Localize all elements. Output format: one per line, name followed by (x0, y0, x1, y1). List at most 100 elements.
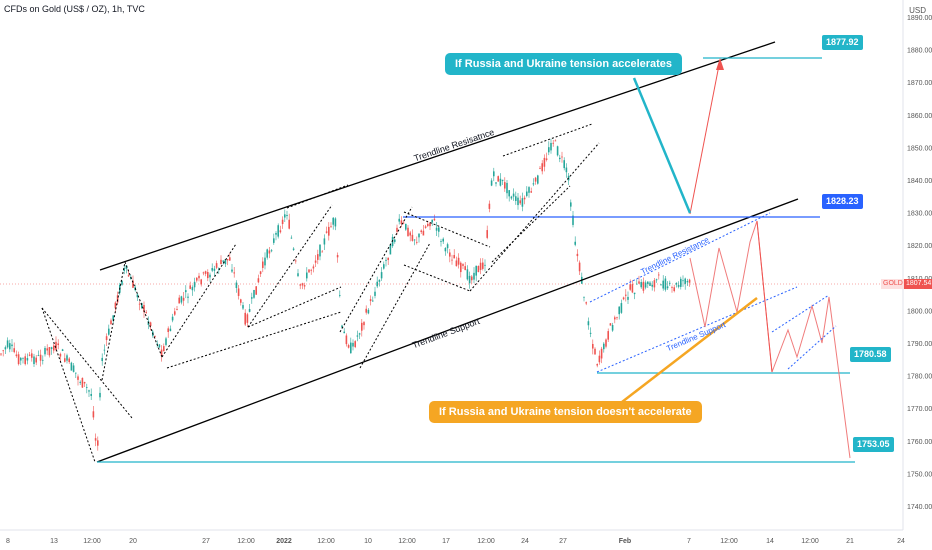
time-axis-label: 2022 (276, 538, 292, 545)
candle-body (61, 349, 64, 351)
candle-body (81, 377, 84, 388)
candle-body (35, 357, 37, 363)
label-trendline-support-main: Trendline Support (411, 316, 482, 351)
candle-body (501, 179, 504, 181)
candle-body (125, 265, 128, 269)
candle-body (493, 171, 495, 177)
candle-body (350, 342, 352, 354)
candle-body (550, 142, 552, 151)
candle-body (48, 347, 51, 356)
callout-pointer-cyan (632, 77, 692, 214)
candle-body (226, 259, 229, 261)
candle-body (682, 280, 684, 282)
candle-body (616, 317, 618, 319)
candle-body (163, 346, 165, 352)
candle-body (451, 259, 453, 261)
candle-body (675, 282, 678, 285)
candle-body (39, 354, 42, 361)
candle-body (482, 262, 484, 269)
candle-body (457, 257, 460, 265)
candle-body (253, 289, 255, 298)
candle-body (330, 226, 332, 228)
time-axis[interactable]: 8 13 12:00 20 27 12:00 2022 12:00 10 12:00 17 12:00… (6, 538, 905, 545)
candle-body (369, 299, 372, 302)
candle-body (662, 280, 664, 289)
candle-body (251, 297, 253, 299)
candle-body (68, 358, 70, 363)
candle-body (42, 359, 44, 361)
candle-body (523, 197, 526, 200)
candle-body (554, 140, 557, 142)
candle-body (339, 294, 341, 296)
candle-body (145, 311, 147, 313)
time-axis-label: 24 (897, 538, 905, 545)
candle-body (24, 356, 26, 365)
target-badge-1828: 1828.23 (822, 194, 863, 209)
candle-body (631, 284, 634, 293)
label-trendline-resistance-small: Trendline Resistance (639, 235, 711, 276)
candle-body (559, 157, 561, 160)
candle-body (178, 297, 180, 304)
candle-body (336, 255, 339, 258)
candle-body (455, 260, 458, 267)
candle-body (240, 299, 242, 303)
candle-body (358, 333, 361, 335)
candle-body (356, 335, 359, 337)
candle-body (123, 268, 125, 272)
candle-body (270, 250, 273, 252)
candle-body (13, 348, 15, 353)
price-axis-label: 1830.00 (907, 211, 932, 218)
candle-body (534, 177, 537, 182)
candle-body (301, 283, 304, 286)
candle-body (506, 182, 508, 194)
candle-body (15, 354, 18, 357)
candle-body (387, 257, 389, 261)
candle-body (196, 277, 198, 281)
candle-body (101, 357, 103, 362)
candle-body (545, 158, 548, 160)
candle-body (127, 275, 130, 277)
currency-label: USD (909, 6, 926, 15)
candle-body (385, 259, 387, 261)
candle-body (79, 381, 81, 383)
candle-body (308, 269, 310, 273)
time-axis-label: 12:00 (720, 538, 738, 545)
candle-body (354, 341, 356, 348)
candle-body (154, 336, 156, 337)
candle-body (37, 355, 40, 356)
candle-body (363, 322, 365, 326)
candle-body (292, 248, 295, 250)
candle-body (466, 269, 469, 280)
candle-body (462, 264, 464, 266)
candle-body (22, 357, 24, 359)
candle-body (600, 348, 603, 359)
candle-body (400, 220, 403, 225)
candle-body (429, 222, 431, 227)
candle-body (290, 237, 293, 239)
price-axis[interactable]: 1890.00 1880.00 1870.00 1860.00 1850.00 1840.… (907, 15, 932, 511)
price-axis-label: 1890.00 (907, 15, 932, 22)
candle-body (246, 314, 249, 323)
candle-body (185, 290, 187, 293)
time-axis-label: 17 (442, 538, 450, 545)
candle-body (275, 232, 277, 235)
candle-body (222, 260, 224, 262)
candle-body (187, 296, 189, 298)
candle-body (72, 365, 75, 372)
candle-body (561, 156, 563, 158)
price-axis-label: 1800.00 (907, 308, 932, 315)
candle-body (532, 183, 535, 185)
candle-body (310, 269, 312, 271)
candle-body (627, 296, 629, 300)
candle-body (565, 167, 568, 173)
candle-body (323, 238, 326, 245)
candle-body (279, 230, 282, 233)
candle-body (143, 305, 145, 313)
candle-body (171, 316, 174, 321)
candle-body (121, 280, 123, 285)
candle-body (383, 264, 385, 269)
candle-body (284, 214, 286, 218)
candle-body (495, 182, 497, 184)
candle-body (620, 303, 623, 313)
